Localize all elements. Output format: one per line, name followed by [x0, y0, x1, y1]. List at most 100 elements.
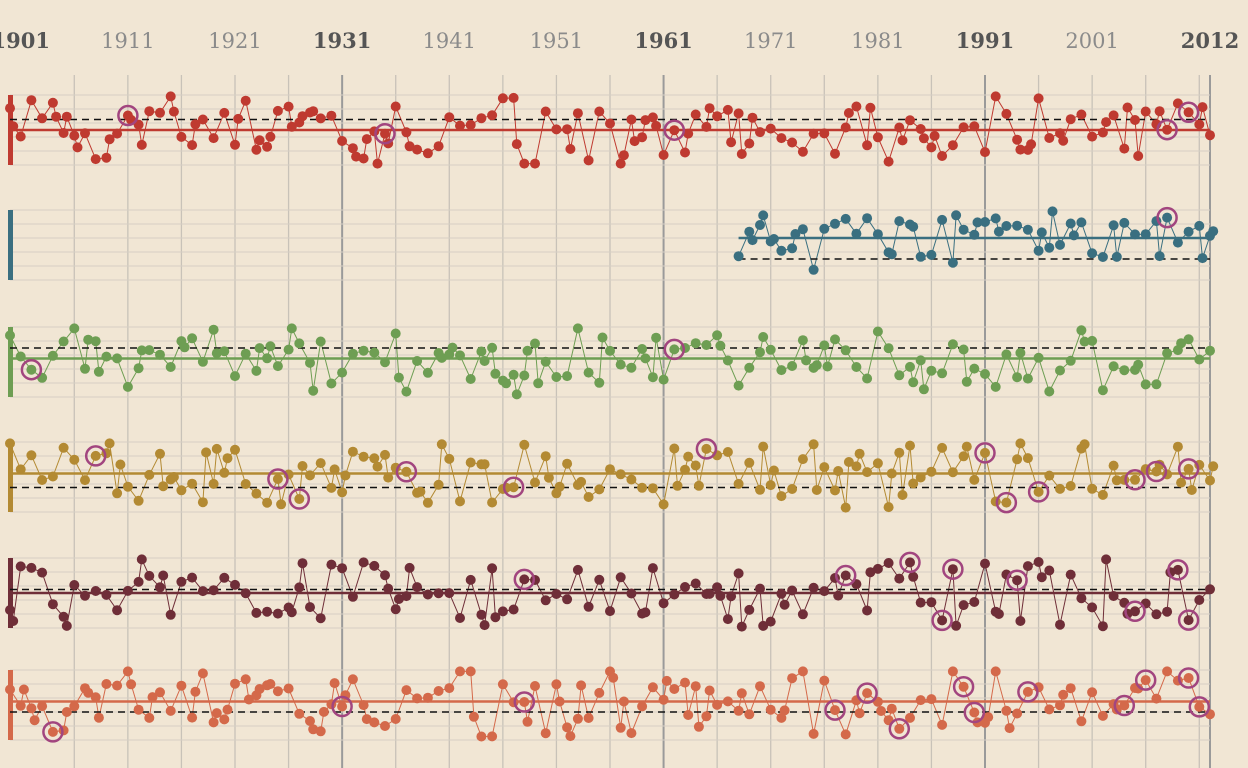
data-point	[58, 611, 69, 622]
data-point	[733, 705, 744, 716]
data-point	[715, 590, 726, 601]
data-point	[219, 467, 230, 478]
data-point	[47, 471, 58, 482]
data-point	[1186, 485, 1197, 495]
data-point	[1097, 710, 1108, 721]
data-point	[776, 491, 787, 502]
highlight-ring	[288, 488, 311, 510]
data-point	[862, 140, 873, 151]
data-point	[969, 474, 980, 485]
data-point	[69, 580, 80, 590]
data-point	[1154, 251, 1165, 262]
data-point	[69, 701, 80, 712]
data-point	[337, 563, 348, 574]
data-point	[583, 492, 594, 502]
data-point	[722, 447, 733, 457]
data-point	[947, 564, 958, 575]
highlight-ring	[899, 551, 921, 574]
data-point	[1022, 224, 1033, 235]
data-point	[680, 464, 690, 475]
data-point	[830, 705, 840, 716]
data-point	[305, 470, 315, 481]
data-point	[412, 356, 423, 366]
highlight-ring	[974, 442, 996, 464]
data-point	[422, 367, 433, 378]
data-point	[758, 210, 769, 221]
data-point	[1076, 593, 1087, 604]
data-point	[147, 692, 158, 703]
data-point	[115, 459, 126, 470]
data-point	[37, 701, 48, 712]
data-point	[951, 620, 962, 631]
data-point	[1111, 251, 1122, 262]
data-point	[562, 722, 573, 733]
data-point	[262, 497, 273, 508]
data-point	[444, 588, 455, 599]
data-point	[854, 708, 865, 719]
data-point	[768, 234, 779, 244]
data-point	[840, 122, 851, 133]
data-point	[554, 481, 565, 492]
data-point	[808, 439, 819, 450]
data-point	[605, 606, 615, 617]
data-point	[230, 139, 240, 150]
data-point	[315, 458, 326, 469]
data-point	[1197, 102, 1208, 113]
data-point	[1197, 253, 1208, 264]
data-point	[755, 583, 765, 594]
data-point	[1154, 106, 1165, 117]
data-point	[1151, 379, 1162, 390]
data-point	[915, 472, 926, 483]
data-point	[308, 106, 319, 117]
data-point	[1194, 595, 1205, 605]
data-point	[797, 224, 808, 235]
data-point	[308, 385, 319, 396]
data-point	[1012, 575, 1023, 586]
highlight-ring	[42, 721, 64, 743]
data-point	[1205, 584, 1215, 595]
data-point	[47, 599, 58, 610]
data-point	[983, 712, 994, 723]
highlight-ring	[84, 445, 107, 467]
data-point	[358, 153, 369, 164]
data-point	[733, 108, 744, 119]
data-point	[165, 609, 176, 620]
data-point	[1001, 349, 1012, 360]
data-point	[908, 478, 919, 489]
data-point	[833, 466, 844, 476]
data-point	[797, 146, 808, 157]
data-point	[576, 680, 587, 691]
data-point	[347, 348, 358, 359]
highlight-ring	[1177, 609, 1200, 631]
data-point	[136, 554, 147, 565]
data-point	[1012, 708, 1023, 719]
year-label: 1971	[744, 29, 797, 53]
data-point	[787, 361, 798, 371]
series-row	[5, 551, 1215, 632]
data-point	[1033, 486, 1044, 497]
data-point	[1130, 229, 1140, 240]
data-point	[530, 338, 540, 349]
highlight-ring	[395, 461, 418, 483]
data-point	[1205, 475, 1215, 486]
data-point	[29, 715, 40, 726]
data-point	[190, 119, 201, 130]
data-point	[283, 683, 294, 694]
data-point	[926, 694, 937, 705]
data-point	[208, 717, 219, 728]
data-point	[155, 349, 165, 360]
data-point	[487, 731, 498, 742]
series-row	[8, 206, 1219, 281]
data-point	[436, 439, 447, 450]
data-point	[658, 598, 669, 609]
data-point	[179, 342, 190, 353]
data-point	[905, 440, 915, 451]
data-point	[958, 224, 969, 235]
data-point	[980, 447, 990, 458]
data-point	[843, 457, 854, 467]
data-point	[637, 132, 648, 143]
data-point	[1076, 716, 1087, 727]
highlight-ring	[374, 122, 396, 145]
data-point	[872, 563, 883, 574]
data-point	[597, 332, 608, 343]
